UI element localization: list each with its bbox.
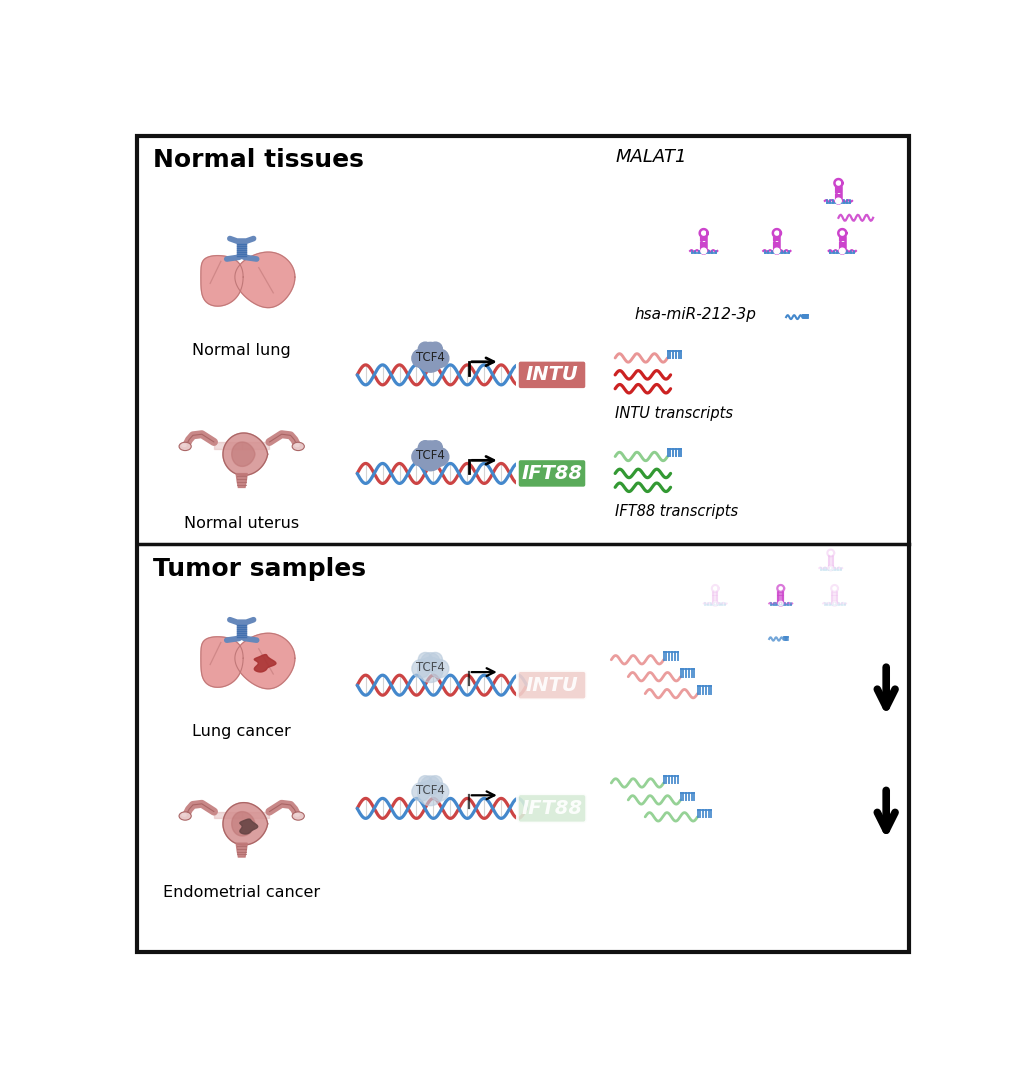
- Text: TCF4: TCF4: [416, 351, 444, 364]
- Circle shape: [417, 445, 442, 471]
- Circle shape: [777, 601, 783, 606]
- Circle shape: [420, 440, 439, 460]
- Circle shape: [773, 248, 779, 254]
- Circle shape: [428, 775, 442, 789]
- Circle shape: [417, 347, 442, 373]
- Circle shape: [417, 780, 442, 806]
- Text: IFT88 transcripts: IFT88 transcripts: [614, 504, 738, 519]
- FancyBboxPatch shape: [517, 671, 586, 700]
- Text: INTU: INTU: [525, 365, 578, 384]
- Ellipse shape: [181, 444, 186, 447]
- Polygon shape: [201, 255, 243, 306]
- Polygon shape: [236, 474, 247, 488]
- Polygon shape: [223, 433, 267, 475]
- Text: Normal lung: Normal lung: [193, 342, 290, 358]
- FancyBboxPatch shape: [517, 360, 586, 390]
- FancyBboxPatch shape: [137, 136, 908, 952]
- Text: IFT88: IFT88: [521, 464, 582, 482]
- Polygon shape: [223, 802, 267, 845]
- Polygon shape: [236, 242, 247, 258]
- Polygon shape: [254, 655, 276, 672]
- Text: TCF4: TCF4: [416, 449, 444, 462]
- Polygon shape: [234, 633, 294, 689]
- Circle shape: [420, 653, 439, 672]
- Polygon shape: [201, 637, 243, 687]
- Circle shape: [428, 342, 442, 356]
- Text: INTU: INTU: [525, 675, 578, 695]
- Text: Normal tissues: Normal tissues: [153, 149, 364, 172]
- Polygon shape: [214, 812, 242, 819]
- Polygon shape: [242, 812, 269, 819]
- Circle shape: [700, 248, 706, 254]
- Circle shape: [430, 448, 448, 466]
- Text: Normal uterus: Normal uterus: [184, 516, 299, 531]
- Text: Endometrial cancer: Endometrial cancer: [163, 885, 320, 900]
- Circle shape: [430, 659, 448, 677]
- Circle shape: [418, 653, 432, 667]
- Circle shape: [412, 448, 430, 466]
- Text: Lung cancer: Lung cancer: [193, 724, 290, 739]
- Circle shape: [420, 342, 439, 362]
- Circle shape: [418, 440, 432, 454]
- Ellipse shape: [179, 812, 191, 821]
- Circle shape: [827, 565, 833, 571]
- FancyBboxPatch shape: [517, 459, 586, 488]
- Circle shape: [430, 783, 448, 801]
- Text: MALAT1: MALAT1: [614, 149, 686, 167]
- Ellipse shape: [294, 813, 300, 816]
- Circle shape: [430, 349, 448, 367]
- Text: hsa-miR-212-3p: hsa-miR-212-3p: [634, 307, 755, 322]
- Circle shape: [832, 601, 837, 606]
- Ellipse shape: [291, 443, 304, 450]
- Polygon shape: [214, 442, 242, 449]
- Circle shape: [428, 440, 442, 454]
- Text: Tumor samples: Tumor samples: [153, 557, 366, 581]
- Polygon shape: [242, 442, 269, 449]
- Polygon shape: [231, 812, 255, 836]
- Text: TCF4: TCF4: [416, 661, 444, 674]
- Polygon shape: [236, 843, 247, 857]
- Circle shape: [420, 775, 439, 795]
- Ellipse shape: [294, 444, 300, 447]
- Circle shape: [712, 601, 717, 606]
- Polygon shape: [239, 820, 258, 834]
- Circle shape: [412, 659, 430, 677]
- Ellipse shape: [291, 812, 304, 821]
- Polygon shape: [236, 624, 247, 640]
- Text: TCF4: TCF4: [416, 784, 444, 797]
- Polygon shape: [234, 252, 294, 308]
- FancyBboxPatch shape: [517, 794, 586, 823]
- Circle shape: [428, 653, 442, 667]
- Circle shape: [835, 198, 841, 204]
- Polygon shape: [231, 442, 255, 466]
- Ellipse shape: [179, 443, 191, 450]
- Circle shape: [839, 248, 845, 254]
- Ellipse shape: [181, 813, 186, 816]
- Text: INTU transcripts: INTU transcripts: [614, 406, 733, 421]
- Text: IFT88: IFT88: [521, 799, 582, 817]
- Circle shape: [412, 783, 430, 801]
- Circle shape: [417, 657, 442, 683]
- Circle shape: [412, 349, 430, 367]
- Circle shape: [418, 342, 432, 356]
- Circle shape: [418, 775, 432, 789]
